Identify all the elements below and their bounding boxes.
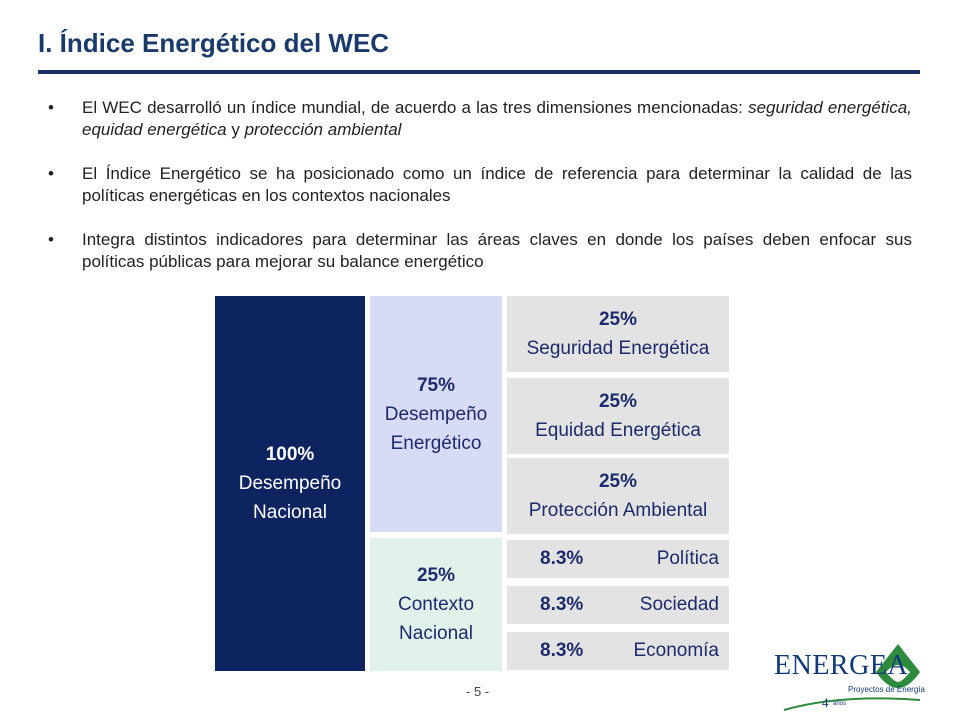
contexto-pct: 25% <box>416 565 456 586</box>
national-context-box: 25% Contexto Nacional <box>370 538 502 671</box>
context-item-pct: 8.3% <box>540 548 584 569</box>
total-line1: Desempeño <box>238 473 342 494</box>
bullet-italic: protección ambiental <box>244 120 402 139</box>
contexto-line1: Contexto <box>397 594 475 615</box>
slide-title: I. Índice Energético del WEC <box>38 28 390 58</box>
economy-row: 8.3% Economía <box>507 632 729 670</box>
contexto-line2: Nacional <box>399 623 473 644</box>
bullet-dot: • <box>48 164 54 183</box>
bullet-italic: seguridad energética, equidad energética <box>82 98 912 139</box>
page-number: - 5 - <box>466 684 490 699</box>
bullet-item: • Integra distintos indicadores para det… <box>48 229 912 273</box>
environmental-protection-box: 25% Protección Ambiental <box>507 458 729 534</box>
energy-item-label: Seguridad Energética <box>526 338 710 359</box>
logo-graphic-icon <box>783 644 921 711</box>
bullet-text: El WEC desarrolló un índice mundial, de … <box>82 98 749 117</box>
bullet-item: • El Índice Energético se ha posicionado… <box>48 163 912 207</box>
energy-equity-box: 25% Equidad Energética <box>507 378 729 454</box>
energea-logo: ENERGEA Proyectos de Energía 4 años <box>770 638 930 714</box>
context-item-pct: 8.3% <box>540 594 584 615</box>
energy-security-box: 25% Seguridad Energética <box>507 296 729 372</box>
bullet-text: Integra distintos indicadores para deter… <box>82 230 912 271</box>
context-item-label: Sociedad <box>639 594 719 615</box>
total-national-performance-box: 100% Desempeño Nacional <box>215 296 365 671</box>
energy-item-label: Protección Ambiental <box>528 500 708 521</box>
energy-item-label: Equidad Energética <box>535 420 701 441</box>
logo-subtitle: Proyectos de Energía <box>848 685 925 694</box>
bullet-list: • El WEC desarrolló un índice mundial, d… <box>48 97 912 295</box>
bullet-dot: • <box>48 98 54 117</box>
logo-years-label: años <box>833 701 847 707</box>
total-line2: Nacional <box>253 502 327 523</box>
bullet-dot: • <box>48 230 54 249</box>
context-item-label: Política <box>656 548 719 569</box>
desempeno-line1: Desempeño <box>384 403 488 425</box>
logo-years: 4 <box>822 695 829 710</box>
title-underline <box>38 70 920 74</box>
context-item-pct: 8.3% <box>540 640 584 661</box>
bullet-item: • El WEC desarrolló un índice mundial, d… <box>48 97 912 141</box>
logo-name: ENERGEA <box>774 650 909 681</box>
desempeno-line2: Energético <box>390 432 482 454</box>
society-row: 8.3% Sociedad <box>507 586 729 624</box>
energy-performance-box: 75% Desempeño Energético <box>370 296 502 532</box>
bullet-text: El Índice Energético se ha posicionado c… <box>82 164 912 205</box>
energy-item-pct: 25% <box>598 309 638 330</box>
context-item-label: Economía <box>633 640 719 661</box>
desempeno-pct: 75% <box>416 374 456 396</box>
total-pct: 100% <box>265 444 315 465</box>
bullet-text-mid: y <box>226 120 245 139</box>
politics-row: 8.3% Política <box>507 540 729 578</box>
energy-item-pct: 25% <box>598 391 638 412</box>
energy-item-pct: 25% <box>598 471 638 492</box>
